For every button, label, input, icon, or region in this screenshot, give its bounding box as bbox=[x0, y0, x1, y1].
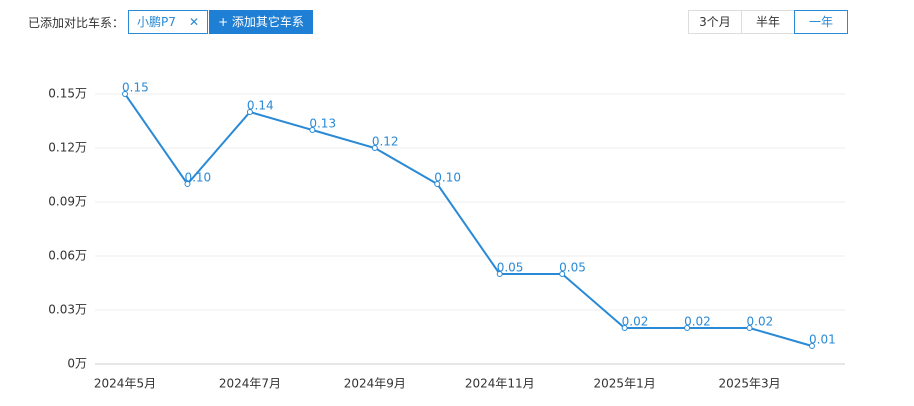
add-button[interactable]: + 添加其它车系 bbox=[209, 10, 313, 34]
y-tick-label: 0.06万 bbox=[48, 249, 87, 263]
compare-label: 已添加对比车系： bbox=[28, 16, 125, 30]
y-tick-label: 0.03万 bbox=[48, 303, 87, 317]
point bbox=[434, 181, 441, 187]
point bbox=[184, 181, 191, 187]
point bbox=[621, 325, 628, 331]
y-tick-label: 0.15万 bbox=[48, 87, 87, 101]
point bbox=[122, 91, 128, 97]
point bbox=[559, 271, 566, 277]
value-label: 0.05 bbox=[559, 261, 586, 275]
x-tick-label: 2024年5月 bbox=[94, 377, 156, 391]
point bbox=[496, 271, 503, 277]
value-label: 0.13 bbox=[309, 117, 336, 131]
tag-close[interactable]: ✕ bbox=[188, 15, 199, 29]
series-line bbox=[124, 93, 813, 347]
value-label: 0.02 bbox=[622, 315, 649, 329]
x-tick-label: 2024年9月 bbox=[344, 377, 406, 391]
value-label: 0.15 bbox=[122, 81, 149, 95]
value-label: 0.02 bbox=[684, 315, 711, 329]
tag-label: 小鹏P7 bbox=[137, 15, 176, 29]
y-tick-label: 0.12万 bbox=[48, 141, 87, 155]
value-label: 0.10 bbox=[184, 171, 211, 185]
point bbox=[746, 325, 753, 331]
x-tick-label: 2024年7月 bbox=[219, 377, 281, 391]
y-tick-label: 0万 bbox=[67, 357, 87, 371]
range-tab[interactable]: 一年 bbox=[794, 10, 848, 34]
value-label: 0.12 bbox=[372, 135, 399, 149]
point bbox=[246, 109, 253, 115]
x-tick-label: 2024年11月 bbox=[465, 377, 535, 391]
point bbox=[309, 127, 316, 133]
x-tick-label: 2025年3月 bbox=[718, 377, 780, 391]
x-tick-label: 2025年1月 bbox=[594, 377, 656, 391]
value-label: 0.14 bbox=[247, 99, 274, 113]
value-label: 0.05 bbox=[497, 261, 524, 275]
value-label: 0.10 bbox=[434, 171, 461, 185]
value-label: 0.01 bbox=[809, 333, 836, 347]
point bbox=[684, 325, 691, 331]
point bbox=[371, 145, 378, 151]
value-label: 0.02 bbox=[747, 315, 774, 329]
range-tabs: 3个月 半年 一年 bbox=[688, 10, 848, 34]
car-tag[interactable]: 小鹏P7 ✕ bbox=[128, 10, 208, 34]
point bbox=[809, 343, 815, 349]
y-tick-label: 0.09万 bbox=[48, 195, 87, 209]
